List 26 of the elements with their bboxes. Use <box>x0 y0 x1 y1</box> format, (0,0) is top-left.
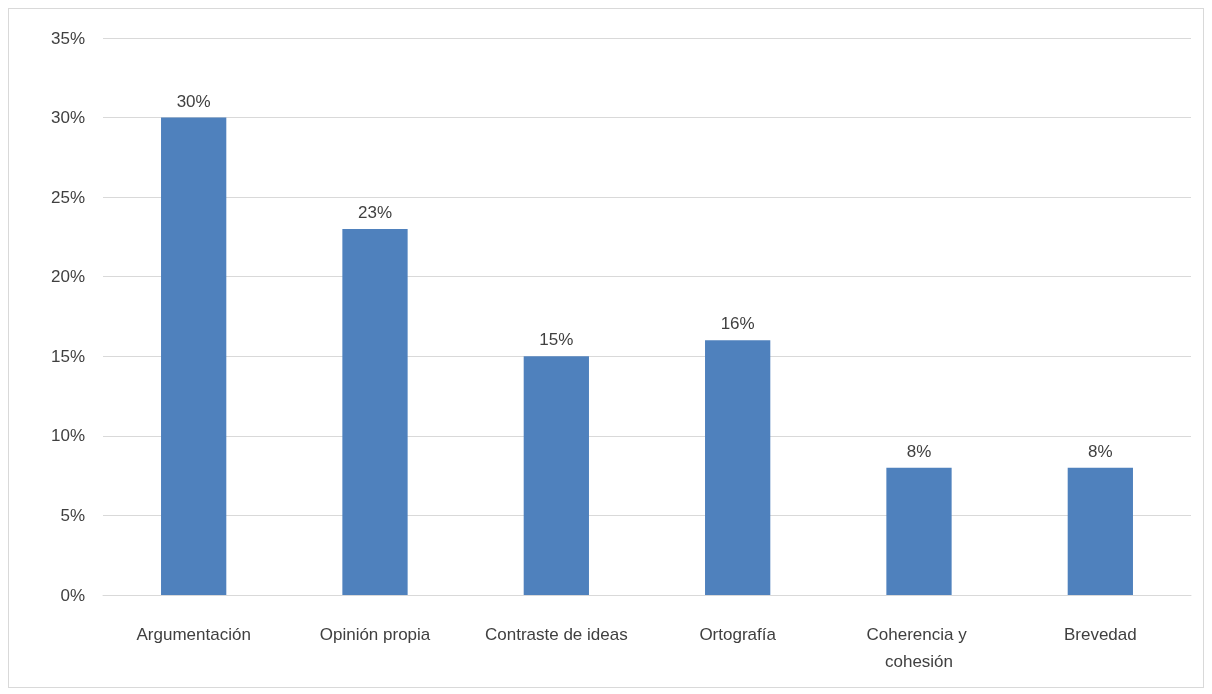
bar <box>523 356 589 595</box>
data-label: 16% <box>720 314 755 334</box>
x-tick-label: Argumentación <box>136 625 251 644</box>
data-label: 15% <box>539 330 574 350</box>
y-tick-label: 25% <box>50 187 85 207</box>
bar <box>342 228 408 595</box>
y-tick-label: 15% <box>50 346 85 366</box>
bar <box>1067 467 1133 595</box>
data-label: 8% <box>1088 441 1113 461</box>
data-label: 23% <box>357 202 393 222</box>
bar <box>705 340 771 595</box>
x-tick-label: Ortografía <box>699 625 777 644</box>
y-tick-label: 0% <box>60 585 85 605</box>
x-tick-label: Brevedad <box>1063 625 1137 644</box>
y-tick-label: 35% <box>50 28 85 48</box>
bar <box>161 117 227 595</box>
y-tick-label: 30% <box>50 108 85 128</box>
x-tick-label: Coherencia y cohesión <box>866 625 972 671</box>
y-tick-label: 10% <box>50 426 85 446</box>
data-label: 8% <box>906 441 932 461</box>
y-tick-label: 20% <box>50 267 85 287</box>
x-tick-label: Contraste de ideas <box>484 625 628 644</box>
x-tick-label: Opinión propia <box>319 625 431 644</box>
bar <box>886 467 952 595</box>
data-label: 30% <box>176 91 211 111</box>
y-tick-label: 5% <box>60 505 85 525</box>
